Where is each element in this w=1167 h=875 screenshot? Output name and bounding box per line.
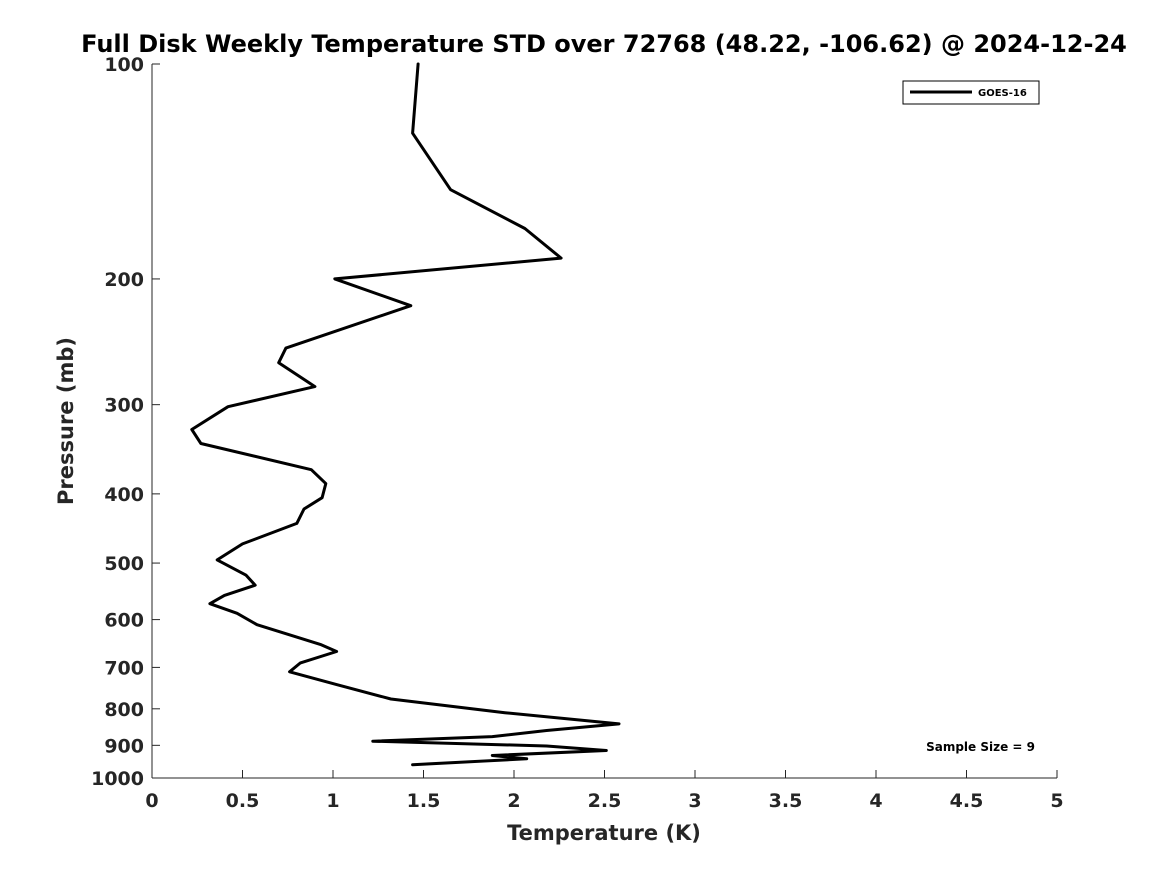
y-tick-label: 900 [104, 735, 144, 757]
chart-title: Full Disk Weekly Temperature STD over 72… [81, 30, 1127, 58]
y-tick-label: 1000 [91, 768, 144, 790]
sample-size-annotation: Sample Size = 9 [926, 740, 1035, 754]
x-tick-label: 0 [145, 790, 158, 812]
series-line-goes-16 [190, 62, 621, 767]
y-axis-ticks: 100 200 300 400 500 600 700 800 900 1000 [91, 54, 160, 790]
y-axis-label: Pressure (mb) [54, 337, 78, 505]
series-layer [190, 62, 621, 767]
y-tick-label: 700 [104, 657, 144, 679]
legend: GOES-16 [902, 80, 1040, 105]
y-tick-label: 200 [104, 269, 144, 291]
x-axis-label: Temperature (K) [507, 821, 701, 845]
legend-label: GOES-16 [978, 88, 1027, 99]
y-tick-label: 400 [104, 484, 144, 506]
x-tick-label: 2 [507, 790, 520, 812]
x-tick-label: 4.5 [950, 790, 984, 812]
x-tick-label: 3 [688, 790, 701, 812]
x-tick-label: 4 [869, 790, 882, 812]
x-tick-label: 1 [326, 790, 339, 812]
x-axis-ticks: 0 0.5 1 1.5 2 2.5 3 3.5 4 4.5 5 [145, 770, 1064, 812]
x-tick-label: 2.5 [588, 790, 622, 812]
x-tick-label: 3.5 [769, 790, 803, 812]
y-tick-label: 800 [104, 699, 144, 721]
y-tick-label: 300 [104, 395, 144, 417]
x-tick-label: 0.5 [226, 790, 260, 812]
x-tick-label: 1.5 [407, 790, 441, 812]
y-tick-label: 100 [104, 54, 144, 76]
y-tick-label: 600 [104, 610, 144, 632]
y-tick-label: 500 [104, 553, 144, 575]
x-tick-label: 5 [1050, 790, 1063, 812]
plot-area [151, 64, 1057, 779]
